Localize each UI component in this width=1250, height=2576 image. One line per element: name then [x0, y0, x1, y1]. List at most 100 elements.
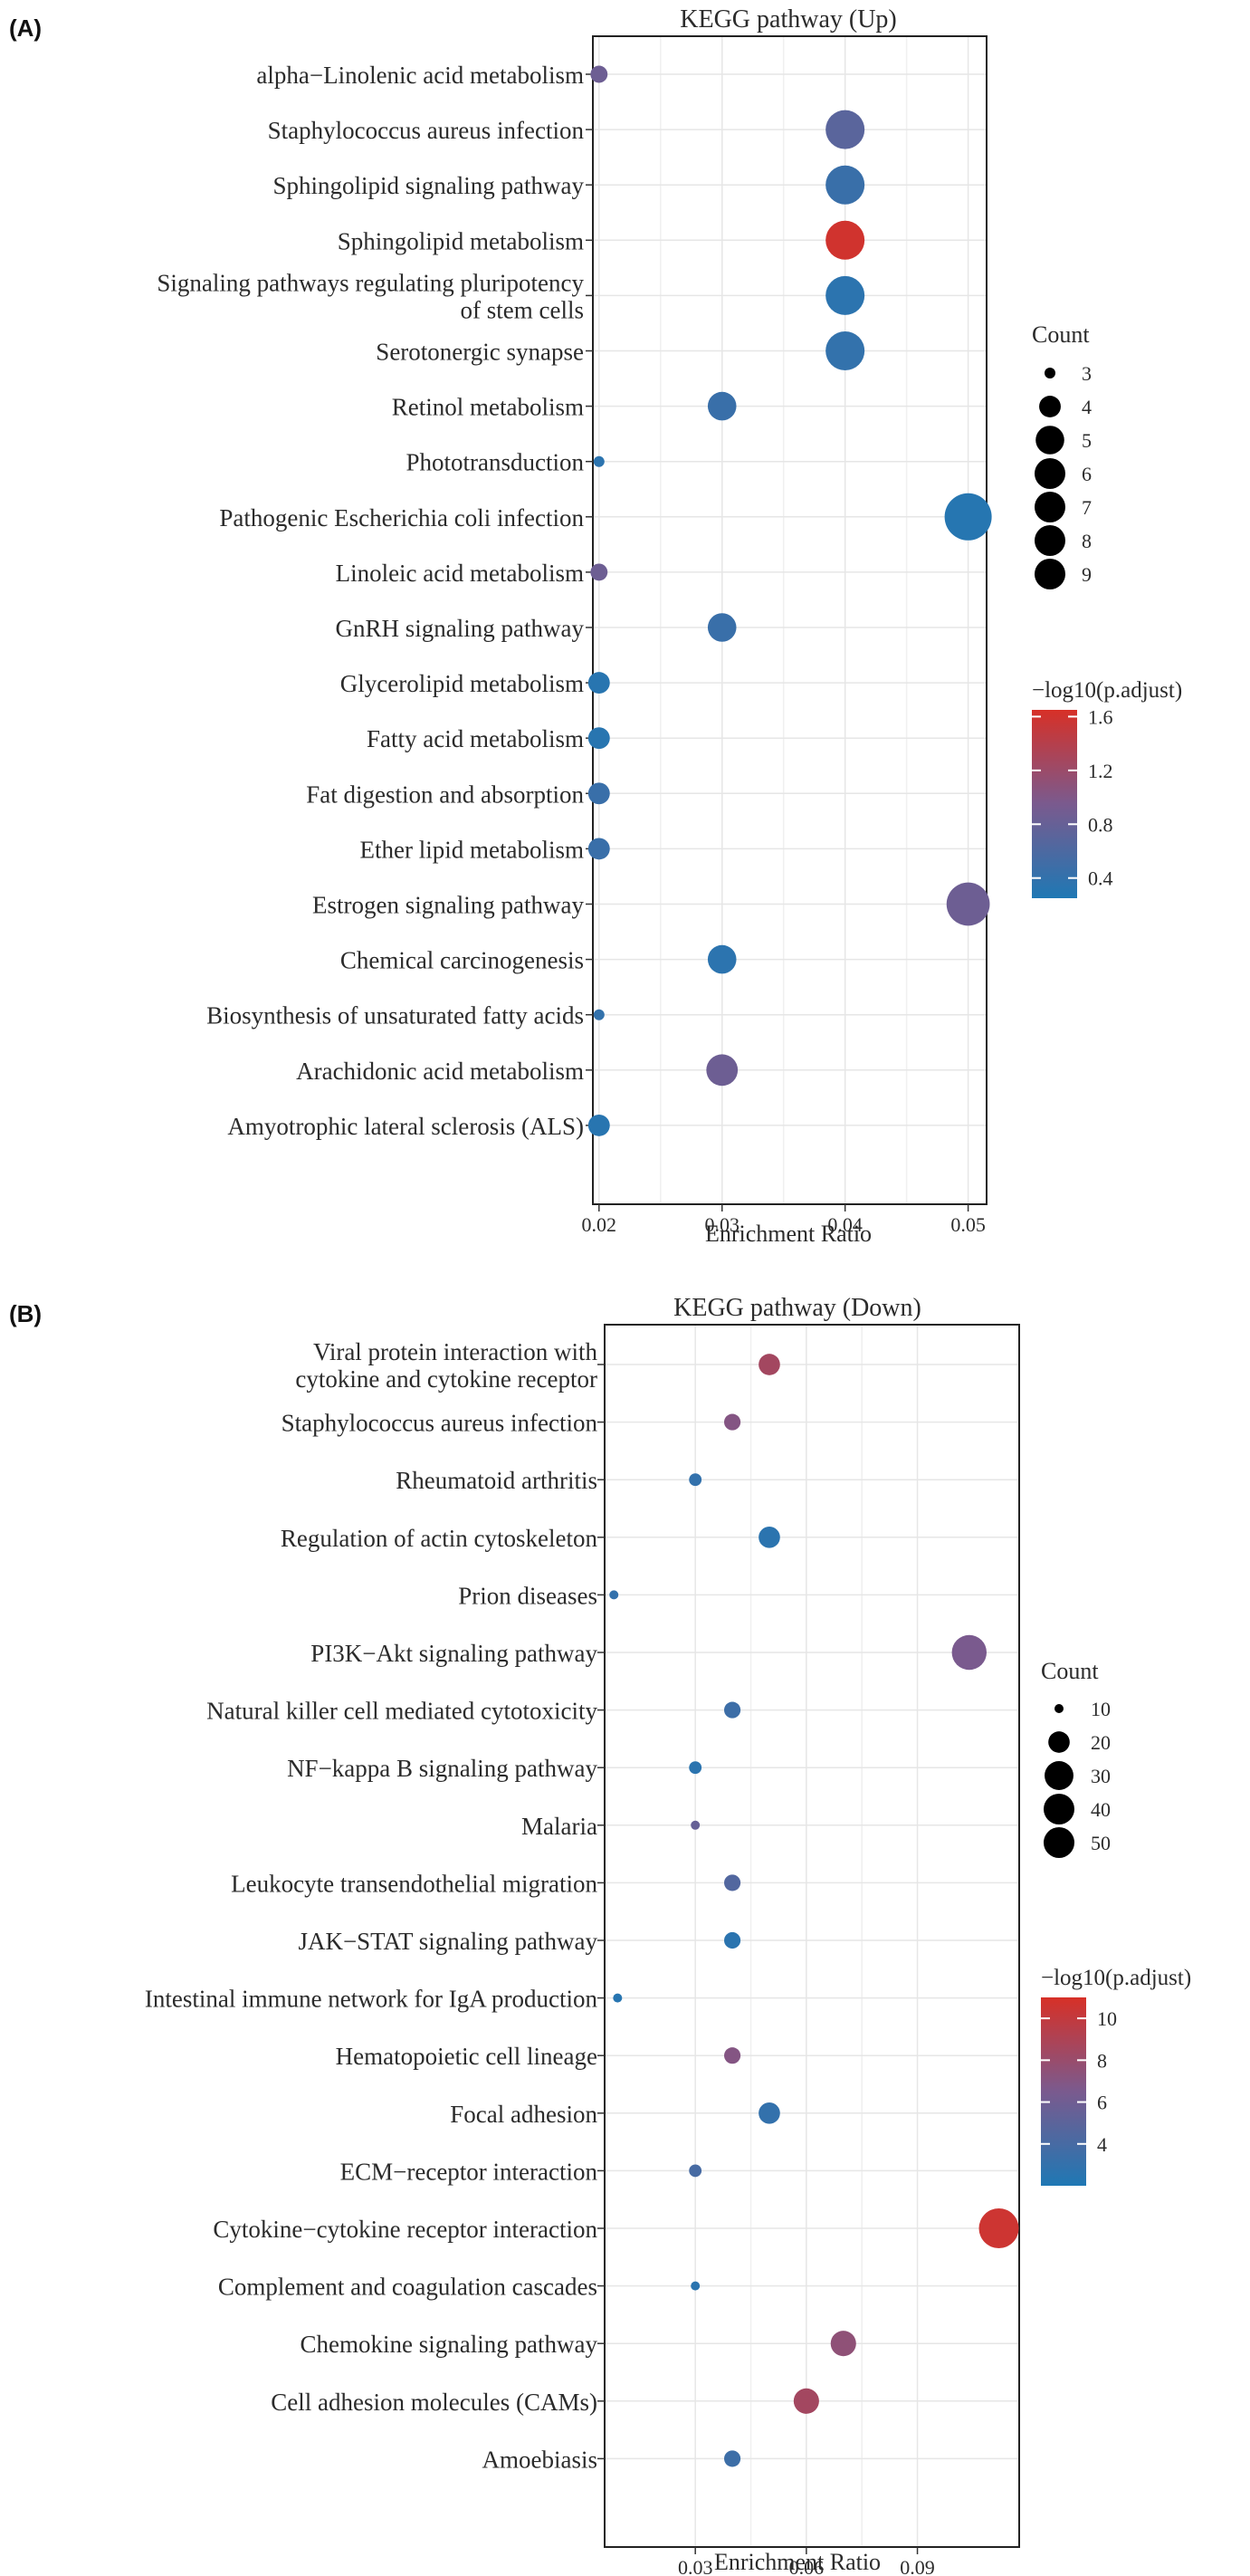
- panel-a-colorbar-label: 0.4: [1088, 867, 1113, 890]
- panel-b-x-axis-label: Enrichment Ratio: [714, 2549, 881, 2575]
- panel-b-size-legend-title: Count: [1041, 1658, 1099, 1684]
- panel-b-size-legend-dot: [1045, 1761, 1073, 1790]
- panel-a-y-tick-label: Glycerolipid metabolism: [340, 670, 584, 697]
- panel-a-plot: 0.02 0.03 0.04 0.05 alpha−Linolenic acid met…: [157, 35, 1113, 1236]
- panel-b-x-tick-label: 0.06: [789, 2556, 825, 2576]
- panel-b-size-legend-dot: [1044, 1827, 1074, 1858]
- panel-b-plot: 0.03 0.06 0.09 Viral protein interaction wi…: [145, 1324, 1117, 2576]
- panel-a-size-legend-title: Count: [1032, 321, 1090, 348]
- panel-b-data-point: [689, 1761, 702, 1775]
- panel-a-y-tick-label: Staphylococcus aureus infection: [268, 117, 585, 144]
- panel-a-y-tick-label: Phototransduction: [406, 449, 585, 476]
- panel-b-size-legend-dot: [1044, 1794, 1074, 1824]
- panel-b-data-point: [691, 2281, 701, 2291]
- panel-a-data-point: [706, 1054, 739, 1087]
- panel-b-size-legend-label: 50: [1091, 1832, 1111, 1854]
- panel-b-y-tick-label: Prion diseases: [458, 1582, 597, 1609]
- panel-a-data-point: [587, 672, 610, 694]
- panel-a-y-tick-label: Signaling pathways regulating pluripoten…: [157, 269, 584, 323]
- panel-b-y-tick-label: NF−kappa B signaling pathway: [287, 1755, 597, 1782]
- panel-a-x-tick-label: 0.02: [582, 1213, 617, 1236]
- panel-a-size-legend-dot: [1045, 368, 1055, 378]
- panel-a-data-point: [825, 110, 865, 149]
- panel-b-y-tick-label: Natural killer cell mediated cytotoxicit…: [206, 1698, 597, 1725]
- panel-b-data-point: [830, 2331, 856, 2357]
- panel-a-color-legend-title: −log10(p.adjust): [1032, 678, 1182, 703]
- panel-b-data-point: [689, 1473, 702, 1487]
- panel-a-x-tick-label: 0.04: [827, 1213, 863, 1236]
- panel-b-colorbar: [1041, 1997, 1086, 2186]
- panel-b-colorbar-label: 8: [1097, 2049, 1107, 2072]
- panel-b-color-legend-title: −log10(p.adjust): [1041, 1966, 1191, 1990]
- panel-b-data-point: [759, 1526, 780, 1548]
- panel-a-size-legend-dot: [1035, 492, 1065, 522]
- panel-b-y-tick-label: PI3K−Akt signaling pathway: [310, 1640, 597, 1667]
- panel-b-y-tick-label: Leukocyte transendothelial migration: [231, 1870, 597, 1897]
- panel-b-x-tick-label: 0.03: [678, 2556, 713, 2576]
- panel-a-x-tick-label: 0.05: [950, 1213, 986, 1236]
- panel-a-label: (A): [9, 14, 42, 42]
- panel-b-size-legend-label: 10: [1091, 1698, 1111, 1720]
- panel-a-data-point: [587, 727, 610, 750]
- panel-b-y-tick-label: Amoebiasis: [482, 2446, 598, 2473]
- panel-a-size-legend-label: 4: [1082, 396, 1092, 418]
- panel-a-data-point: [587, 838, 610, 860]
- panel-b-y-tick-label: Complement and coagulation cascades: [218, 2274, 597, 2301]
- panel-b-data-point: [759, 1354, 780, 1375]
- panel-b-data-point: [689, 2164, 702, 2178]
- panel-b-y-tick-label: Cell adhesion molecules (CAMs): [271, 2389, 597, 2416]
- panel-b-data-point: [724, 1701, 741, 1719]
- panel-a-data-point: [707, 613, 737, 642]
- panel-a-data-point: [707, 391, 737, 421]
- panel-a-size-legend-label: 5: [1082, 429, 1092, 452]
- panel-b-data-point: [793, 2388, 819, 2414]
- panel-a-y-tick-label: Chemical carcinogenesis: [340, 947, 584, 974]
- panel-a-data-point: [587, 1114, 610, 1136]
- panel-b-title: KEGG pathway (Down): [673, 1294, 921, 1322]
- panel-a-size-legend-label: 8: [1082, 530, 1092, 552]
- panel-a-x-axis-label: Enrichment Ratio: [705, 1221, 872, 1247]
- panel-a-y-tick-label: Sphingolipid signaling pathway: [273, 172, 585, 199]
- panel-b-data-point: [724, 2047, 741, 2064]
- panel-a-y-tick-label: Serotonergic synapse: [376, 339, 584, 366]
- panel-b-y-tick-label: Chemokine signaling pathway: [301, 2331, 598, 2358]
- panel-a-data-point: [590, 65, 608, 83]
- panel-a-colorbar-label: 0.8: [1088, 813, 1113, 836]
- panel-a-data-point: [590, 563, 608, 581]
- panel-a-y-tick-label: Estrogen signaling pathway: [312, 892, 584, 919]
- panel-b-data-point: [724, 1931, 741, 1949]
- panel-b-y-tick-label: Regulation of actin cytoskeleton: [281, 1525, 598, 1552]
- panel-b-y-tick-label: Cytokine−cytokine receptor interaction: [213, 2216, 597, 2243]
- panel-a-y-tick-label: GnRH signaling pathway: [336, 615, 585, 642]
- panel-a-size-legend-dot: [1035, 426, 1064, 455]
- panel-b-size-legend-label: 40: [1091, 1798, 1111, 1821]
- panel-a-y-tick-label: Pathogenic Escherichia coli infection: [219, 504, 584, 531]
- panel-b-size-legend-label: 30: [1091, 1765, 1111, 1787]
- panel-b-label: (B): [9, 1300, 42, 1327]
- panel-a-plot-frame: [592, 35, 988, 1205]
- panel-a-colorbar: [1032, 710, 1077, 898]
- panel-a-size-legend-label: 6: [1082, 463, 1092, 485]
- panel-b-x-tick-label: 0.09: [900, 2556, 935, 2576]
- panel-b-y-tick-label: Intestinal immune network for IgA produc…: [145, 1986, 598, 2013]
- panel-a-y-tick-label: Fat digestion and absorption: [306, 780, 584, 808]
- panel-a-y-tick-label: alpha−Linolenic acid metabolism: [256, 62, 584, 89]
- panel-b-plot-frame: [604, 1324, 1020, 2548]
- panel-b-y-tick-label: Focal adhesion: [450, 2101, 597, 2128]
- panel-b-data-point: [724, 2450, 741, 2467]
- panel-b-data-point: [609, 1590, 619, 1600]
- panel-a-data-point: [825, 165, 865, 205]
- panel-b-y-tick-label: Viral protein interaction with cytokine a…: [295, 1338, 597, 1393]
- panel-b-data-point: [759, 2102, 780, 2124]
- panel-b-size-legend-dot: [1054, 1704, 1064, 1713]
- panel-b-size-legend-dot: [1048, 1731, 1070, 1753]
- panel-a-y-tick-label: Sphingolipid metabolism: [338, 227, 584, 254]
- panel-a-data-point: [825, 330, 865, 371]
- panel-a-data-point: [593, 1009, 605, 1020]
- panel-a-colorbar-label: 1.2: [1088, 760, 1113, 782]
- panel-a-y-tick-label: Arachidonic acid metabolism: [296, 1058, 584, 1085]
- panel-a-size-legend-dot: [1035, 458, 1065, 489]
- panel-a-y-tick-label: Retinol metabolism: [392, 394, 584, 421]
- panel-a-data-point: [593, 455, 605, 467]
